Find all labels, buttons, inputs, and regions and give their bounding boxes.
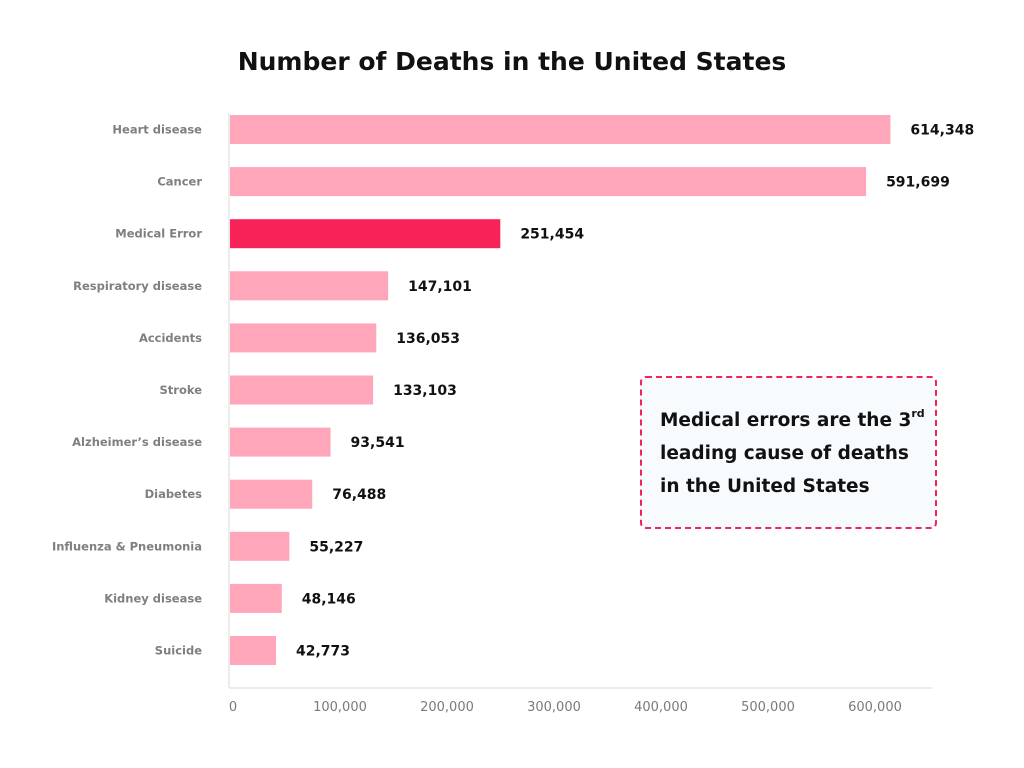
value-label: 133,103 [393, 383, 457, 399]
bar [230, 271, 389, 301]
category-label: Diabetes [145, 487, 203, 501]
bar [230, 115, 891, 144]
annotation-superscript: rd [911, 407, 925, 420]
chart-title: Number of Deaths in the United States [238, 47, 787, 76]
value-label: 136,053 [396, 331, 460, 347]
bar [230, 323, 377, 353]
category-label: Stroke [160, 383, 203, 397]
annotation-line2: leading cause of deaths [660, 443, 909, 464]
value-label: 55,227 [309, 539, 363, 555]
category-label: Alzheimer’s disease [72, 435, 202, 449]
value-label: 591,699 [886, 175, 950, 191]
bar [230, 427, 331, 457]
category-label: Respiratory disease [73, 279, 202, 293]
bar [230, 583, 282, 613]
x-tick-label: 0 [229, 700, 237, 715]
bar [230, 636, 276, 665]
annotation-line1-text: Medical errors are the 3 [660, 410, 912, 431]
bar [230, 531, 290, 561]
x-tick-label: 200,000 [420, 700, 474, 715]
value-label: 93,541 [351, 435, 405, 451]
bar [230, 167, 867, 197]
annotation-text: Medical errors are the 3rd leading cause… [660, 404, 930, 503]
bar [230, 479, 313, 509]
plot-area: Heart disease 614,348 Cancer 591,699 Medical… [52, 113, 974, 689]
value-label: 48,146 [302, 591, 356, 607]
category-label: Cancer [157, 175, 202, 189]
value-label: 147,101 [408, 279, 472, 295]
value-label: 76,488 [332, 487, 386, 503]
value-label: 614,348 [910, 123, 974, 139]
x-tick-label: 600,000 [848, 700, 902, 715]
annotation-box: Medical errors are the 3rd leading cause… [640, 376, 937, 529]
value-label: 42,773 [296, 644, 350, 660]
category-label: Influenza & Pneumonia [52, 539, 202, 553]
bar [230, 219, 501, 249]
category-label: Kidney disease [104, 591, 202, 605]
x-tick-label: 100,000 [313, 700, 367, 715]
category-label: Medical Error [115, 227, 202, 241]
bar [230, 375, 374, 405]
annotation-line1: Medical errors are the 3rd [660, 407, 925, 431]
x-axis-ticks: 0 100,000 200,000 300,000 400,000 500,000 600,… [229, 700, 902, 715]
category-label: Accidents [139, 331, 202, 345]
category-label: Suicide [155, 644, 202, 658]
x-tick-label: 500,000 [741, 700, 795, 715]
category-label: Heart disease [112, 123, 202, 137]
x-tick-label: 300,000 [527, 700, 581, 715]
annotation-line3: in the United States [660, 476, 870, 497]
x-tick-label: 400,000 [634, 700, 688, 715]
value-label: 251,454 [520, 227, 584, 243]
